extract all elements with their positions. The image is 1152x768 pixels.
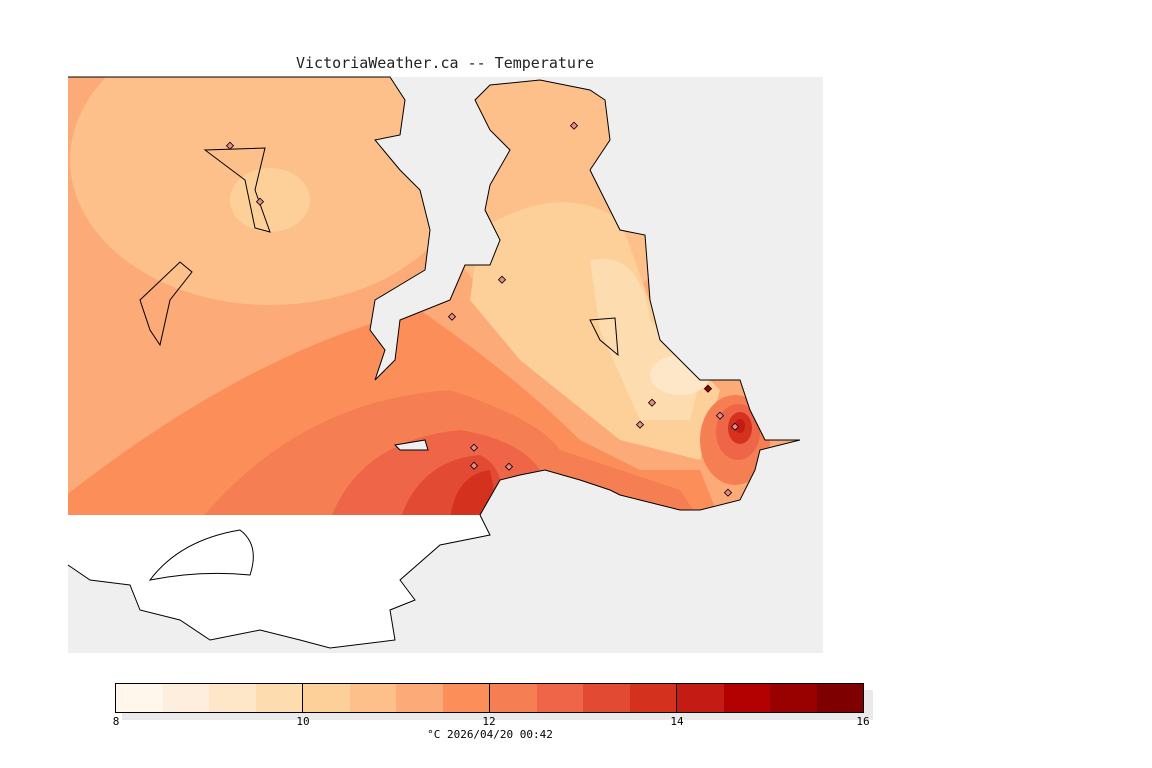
coastline [68,76,801,516]
map-title: VictoriaWeather.ca -- Temperature [295,54,594,72]
colorbar-bin [255,684,303,712]
colorbar-tick: 14 [670,715,684,728]
colorbar-caption: °C 2026/04/20 00:42 [427,728,553,741]
station-marker[interactable] [255,197,265,206]
lake [203,147,271,233]
station-marker[interactable] [723,488,733,497]
colorbar-bin [396,684,443,712]
station-marker[interactable] [469,461,479,470]
lake [139,261,193,347]
station-marker[interactable] [730,422,740,431]
colorbar-bin [629,684,677,712]
lake [589,317,619,357]
weather-stations [225,121,740,497]
station-marker[interactable] [225,141,235,150]
colorbar-bin [442,684,490,712]
southern-coastline [67,514,491,649]
colorbar-bin [723,684,770,712]
colorbar-tick: 12 [482,715,496,728]
colorbar-bin [349,684,396,712]
station-marker[interactable] [635,420,645,429]
colorbar-bin [303,684,350,712]
station-marker[interactable] [647,398,657,407]
colorbar-bin [677,684,724,712]
station-marker[interactable] [715,411,725,420]
colorbar-bin [536,684,583,712]
colorbar-bin [490,684,537,712]
colorbar-tick: 8 [112,715,120,728]
colorbar [115,683,864,713]
colorbar-bin [770,684,817,712]
island [393,439,429,451]
station-marker[interactable] [504,462,514,471]
station-marker[interactable] [569,121,579,130]
colorbar-bin [583,684,630,712]
station-marker[interactable] [703,384,713,393]
station-marker[interactable] [497,275,507,284]
colorbar-bin [116,684,163,712]
colorbar-tick: 10 [296,715,310,728]
colorbar-bin [816,684,863,712]
colorbar-bin [209,684,256,712]
station-marker[interactable] [469,443,479,452]
station-marker[interactable] [447,312,457,321]
colorbar-tick: 16 [856,715,870,728]
colorbar-bin [162,684,209,712]
